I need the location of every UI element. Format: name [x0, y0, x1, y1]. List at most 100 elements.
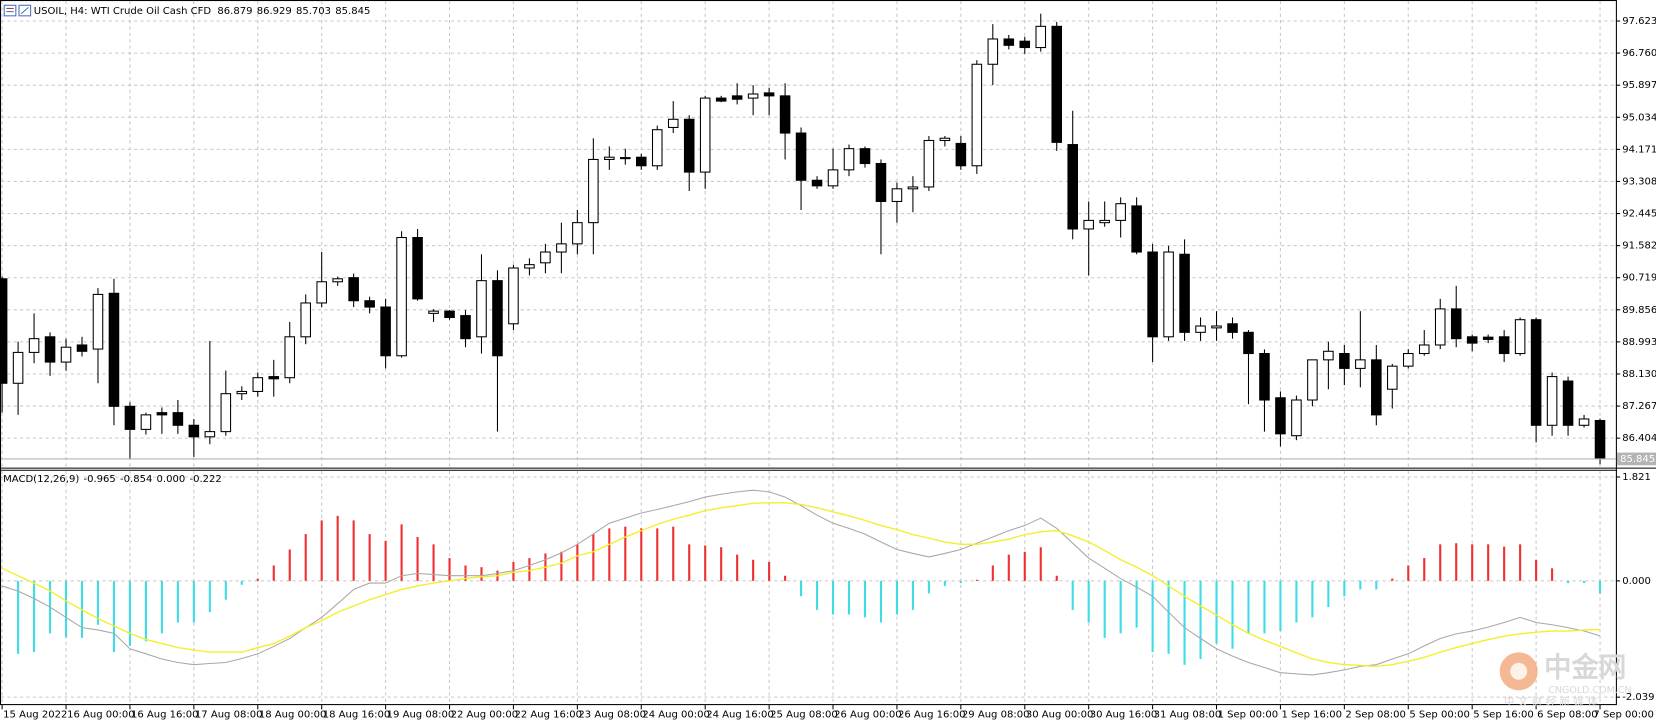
- candle-body: [1450, 308, 1462, 340]
- x-tick-label: 22 Aug 16:00: [515, 710, 583, 721]
- candle-body: [524, 264, 535, 269]
- candle-body: [604, 156, 615, 160]
- candle-body: [508, 267, 519, 325]
- candle-body: [92, 293, 104, 350]
- candle-body: [1115, 203, 1126, 221]
- candle-body: [380, 306, 391, 357]
- x-tick-label: 30 Aug 16:00: [1090, 710, 1158, 721]
- candle-body: [428, 310, 439, 314]
- candle-body: [364, 300, 375, 308]
- candle-body: [204, 431, 216, 438]
- icon: [3, 4, 17, 17]
- candle-body: [683, 118, 695, 173]
- signal-value: -0.854: [120, 474, 152, 485]
- candle-body: [1562, 380, 1574, 426]
- candle-body: [556, 243, 567, 253]
- candle-body: [396, 236, 407, 357]
- indicator-extra: 0.000: [157, 474, 186, 485]
- icon: [20, 6, 29, 15]
- candle-body: [236, 390, 248, 395]
- candle-body: [412, 236, 423, 300]
- candle-body: [1434, 308, 1446, 346]
- candle-body: [588, 158, 599, 224]
- candle-body: [699, 97, 711, 173]
- candle-body: [763, 92, 775, 97]
- histogram-value: -0.222: [189, 474, 221, 485]
- candle-body: [1498, 336, 1510, 355]
- candle-body: [1035, 25, 1047, 49]
- candle-body: [1514, 319, 1526, 355]
- y-tick-label: 94.171: [1622, 144, 1656, 155]
- candle-body: [827, 169, 839, 187]
- candle-body: [651, 129, 663, 167]
- candle-body: [108, 292, 120, 407]
- x-tick-label: 23 Aug 08:00: [578, 710, 646, 721]
- candle-body: [1099, 219, 1110, 224]
- candle-body: [1418, 344, 1430, 355]
- candle-body: [1578, 418, 1590, 426]
- candle-body: [1355, 359, 1366, 369]
- candle-body: [715, 97, 727, 102]
- ohlc-high: 86.929: [257, 6, 292, 17]
- candle-body: [923, 139, 935, 188]
- candle-body: [667, 118, 679, 128]
- candle-body: [460, 315, 471, 340]
- candle-body: [1051, 25, 1063, 143]
- y-tick-label: 87.267: [1622, 401, 1656, 412]
- candle-body: [444, 310, 455, 318]
- x-tick-label: 25 Aug 08:00: [770, 710, 838, 721]
- candle-body: [252, 377, 264, 392]
- macd-line: [1, 489, 1601, 676]
- ohlc-low: 85.703: [296, 6, 331, 17]
- candle-body: [1339, 352, 1350, 369]
- candle-body: [76, 344, 88, 352]
- candle-body: [1387, 365, 1398, 390]
- candle-body: [1307, 359, 1318, 401]
- candle-body: [811, 179, 823, 187]
- candle-body: [1371, 359, 1382, 416]
- signal-line: [1, 502, 1601, 668]
- y-tick-label: 89.856: [1622, 305, 1656, 316]
- candle-body: [12, 351, 24, 384]
- candle-body: [1083, 219, 1094, 230]
- candle-body: [1227, 323, 1238, 333]
- candle-body: [1291, 399, 1302, 437]
- indicator-name: MACD(12,26,9): [3, 474, 79, 485]
- candle-body: [987, 38, 999, 65]
- candle-body: [891, 188, 903, 202]
- candle-body: [1003, 38, 1015, 46]
- candle-body: [939, 137, 951, 142]
- y-tick-label: -2.039: [1622, 692, 1654, 703]
- watermark-site: CNGOLD.COM.CN: [1548, 685, 1631, 696]
- candle-body: [476, 280, 487, 338]
- x-tick-label: 1 Sep 16:00: [1281, 710, 1342, 721]
- x-tick-label: 30 Aug 00:00: [1026, 710, 1094, 721]
- symbol: USOIL, H4: WTI Crude Oil Cash CFD: [34, 6, 212, 17]
- x-tick-label: 5 Sep 00:00: [1409, 710, 1470, 721]
- candle-body: [1131, 205, 1142, 253]
- indicator-title: MACD(12,26,9) -0.965 -0.854 0.000 -0.222: [3, 474, 222, 485]
- candle-body: [1530, 319, 1542, 426]
- watermark-slogan: 中 文 财 经 新 媒 体: [1504, 695, 1598, 708]
- watermark: 中金网 CNGOLD.COM.CN 中 文 财 经 新 媒 体: [1499, 652, 1632, 708]
- x-tick-label: 5 Sep 16:00: [1473, 710, 1534, 721]
- price-label: 85.845: [1620, 454, 1655, 465]
- x-tick-label: 19 Aug 08:00: [387, 710, 455, 721]
- candle-body: [795, 132, 807, 181]
- plot-frame: [0, 0, 1617, 706]
- candle-body: [1147, 251, 1158, 338]
- y-tick-label: 86.404: [1622, 433, 1656, 444]
- candle-body: [172, 412, 184, 426]
- x-tick-label: 24 Aug 16:00: [706, 710, 774, 721]
- chart-title: USOIL, H4: WTI Crude Oil Cash CFD 86.879 8…: [34, 6, 371, 17]
- candle-body: [907, 186, 919, 190]
- candle-body: [1019, 40, 1031, 49]
- y-tick-label: 95.897: [1622, 80, 1656, 91]
- candle-body: [124, 405, 136, 430]
- x-tick-label: 18 Aug 00:00: [259, 710, 327, 721]
- header: USOIL, H4: WTI Crude Oil Cash CFD 86.879 8…: [3, 4, 371, 485]
- ohlc-open: 86.879: [217, 6, 252, 17]
